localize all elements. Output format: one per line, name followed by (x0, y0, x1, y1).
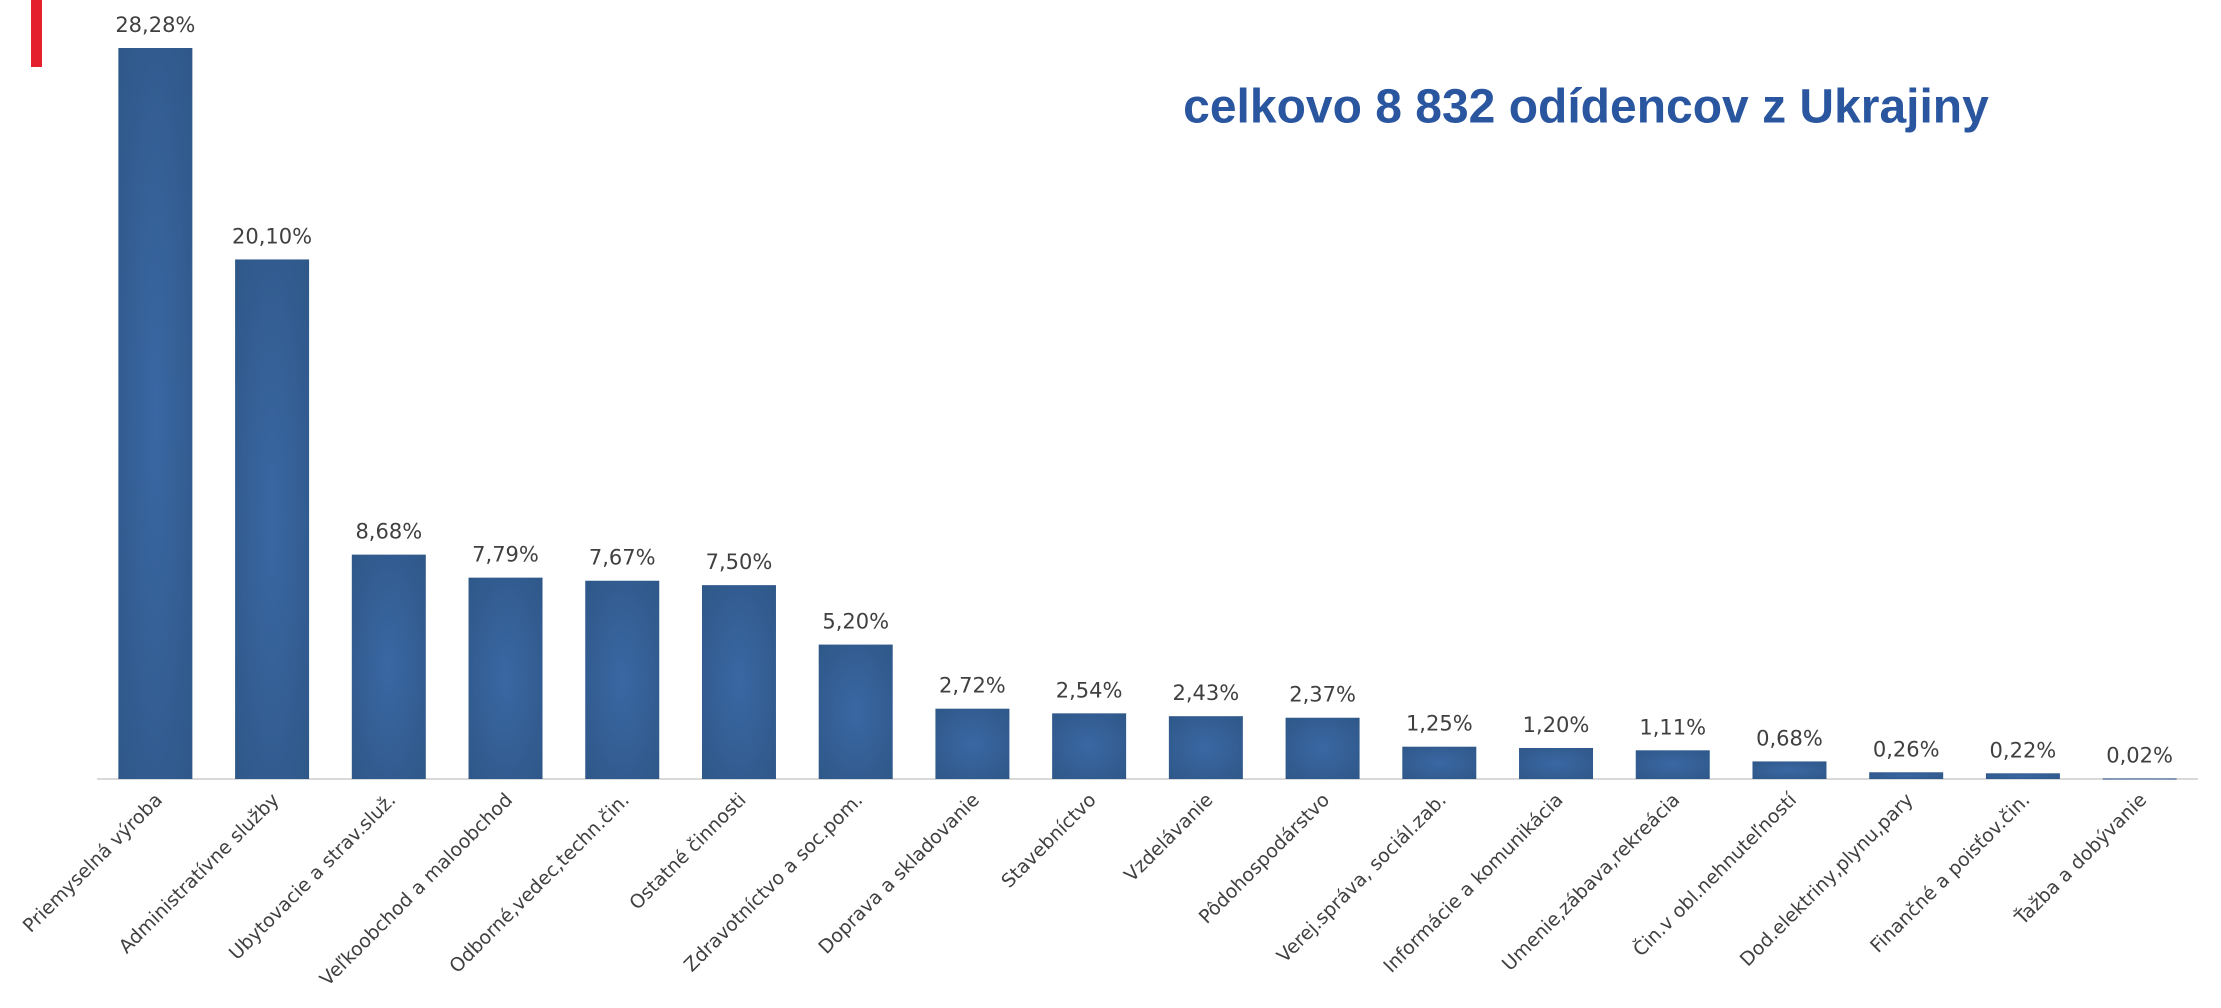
value-label: 1,11% (1639, 715, 1706, 739)
value-label: 8,68% (355, 520, 422, 544)
x-tick-label: Stavebníctvo (997, 789, 1100, 892)
bar (1985, 773, 2060, 779)
value-label: 1,25% (1406, 712, 1473, 736)
bar (935, 708, 1010, 779)
value-label: 28,28% (115, 13, 195, 37)
value-label: 0,68% (1756, 726, 1823, 750)
bar (1869, 772, 1944, 779)
chart-title: celkovo 8 832 odídencov z Ukrajiny (1183, 81, 1989, 134)
bar (701, 585, 776, 779)
bar (1168, 716, 1243, 779)
value-label: 7,50% (706, 550, 773, 574)
bar (585, 580, 660, 779)
bar (235, 259, 310, 779)
value-label: 7,67% (589, 546, 656, 570)
x-tick-label: Pôdohospodárstvo (1195, 789, 1334, 928)
value-label: 2,37% (1289, 683, 1356, 707)
bar (1519, 747, 1594, 779)
value-label: 5,20% (822, 610, 889, 634)
value-label: 1,20% (1523, 713, 1590, 737)
bar (818, 644, 893, 779)
x-tick-label: Ostatné činnosti (625, 789, 750, 914)
value-label: 20,10% (232, 224, 312, 248)
bar (118, 48, 193, 779)
value-label: 0,02% (2106, 743, 2173, 767)
bar (351, 554, 426, 779)
value-label: 0,22% (1990, 738, 2057, 762)
bar (1285, 717, 1360, 779)
bar (2102, 778, 2177, 780)
x-tick-label: Veľkoobchod a maloobchod (316, 789, 517, 990)
bar (468, 577, 543, 779)
bar (1052, 713, 1127, 779)
value-label: 2,72% (939, 674, 1006, 698)
value-label: 0,26% (1873, 737, 1940, 761)
value-label: 2,43% (1173, 681, 1240, 705)
x-tick-label: Ťažba a dobývanie (2009, 788, 2151, 930)
value-label: 7,79% (472, 543, 539, 567)
bar (1402, 746, 1477, 779)
accent-bar (31, 0, 42, 67)
x-tick-label: Vzdelávanie (1120, 789, 1217, 886)
value-label: 2,54% (1056, 678, 1123, 702)
bar (1752, 761, 1827, 779)
bar (1635, 750, 1710, 779)
